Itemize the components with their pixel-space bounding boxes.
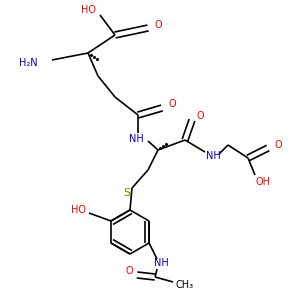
Text: NH: NH [129, 134, 143, 144]
Text: CH₃: CH₃ [176, 280, 194, 290]
Text: S: S [123, 188, 130, 198]
Text: O: O [125, 266, 133, 276]
Text: HO: HO [80, 5, 95, 15]
Text: O: O [154, 20, 162, 30]
Text: NH: NH [154, 258, 168, 268]
Text: O: O [274, 140, 282, 150]
Text: OH: OH [256, 177, 271, 187]
Text: O: O [196, 111, 204, 121]
Text: H₂N: H₂N [20, 58, 38, 68]
Text: HO: HO [71, 205, 86, 215]
Text: O: O [168, 99, 176, 109]
Text: NH: NH [206, 151, 220, 161]
